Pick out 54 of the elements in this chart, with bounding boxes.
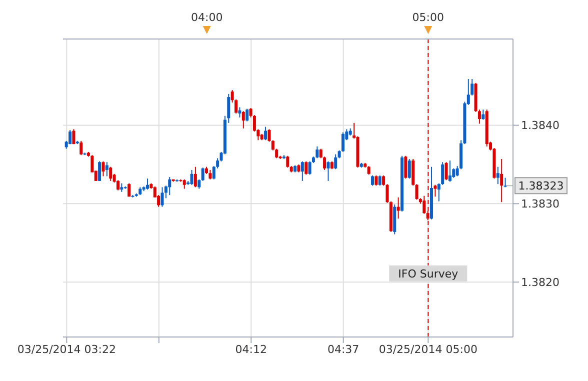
candlestick <box>300 160 304 182</box>
x-tick-label: 04:37 <box>327 342 360 356</box>
y-tick-label: 1.3820 <box>521 276 560 290</box>
candlestick <box>404 155 408 180</box>
candlestick <box>246 108 249 122</box>
annotation: 1.38323 <box>518 180 564 193</box>
candlestick <box>482 109 485 120</box>
candlestick <box>286 155 290 168</box>
candlestick <box>238 106 242 118</box>
candlestick <box>68 129 72 145</box>
y-tick-label: 1.3840 <box>521 119 560 132</box>
candlestick <box>378 174 382 186</box>
candlestick <box>105 162 108 177</box>
candlestick <box>422 195 426 214</box>
x-tick-label: 03/25/2014 05:00 <box>378 342 478 356</box>
candlestick <box>80 140 83 156</box>
candlestick <box>72 128 76 145</box>
candlestick <box>500 158 504 203</box>
candlestick <box>408 158 411 180</box>
candlestick <box>374 174 378 186</box>
candlestick <box>326 160 330 182</box>
candlestick <box>370 174 374 186</box>
candlestick <box>308 160 312 176</box>
candlestick <box>504 177 507 188</box>
candlestick <box>444 162 448 181</box>
candlestick <box>190 169 194 186</box>
candlestick <box>102 160 105 177</box>
candlestick <box>434 184 437 198</box>
candlestick <box>194 166 197 188</box>
candlestick <box>448 160 452 182</box>
x-tick-label: 04:12 <box>235 342 267 356</box>
candlestick <box>264 126 268 141</box>
candlestick <box>109 166 112 182</box>
ref-line-label: IFO Survey <box>398 267 459 280</box>
candlestick <box>98 160 102 182</box>
candlestick <box>242 110 245 129</box>
candlestick <box>182 178 186 190</box>
candlestick <box>128 182 131 198</box>
x-tick-label: 03/25/2014 03:22 <box>17 342 116 356</box>
candlestick <box>201 167 204 182</box>
candlestick <box>496 166 500 185</box>
candlestick <box>160 186 164 208</box>
candlestick <box>334 154 338 170</box>
x2-tick-label: 04:00 <box>191 11 223 24</box>
y-tick-label: 1.3830 <box>521 198 560 211</box>
candlestick <box>316 146 319 159</box>
candlestick <box>208 169 212 180</box>
candlestick <box>268 128 271 142</box>
candlestick <box>198 178 201 190</box>
candlestick <box>415 184 418 200</box>
candlestick <box>168 176 172 196</box>
x2-tick-label: 05:00 <box>412 11 444 24</box>
candlestick <box>304 160 308 176</box>
candlestick <box>146 178 149 190</box>
